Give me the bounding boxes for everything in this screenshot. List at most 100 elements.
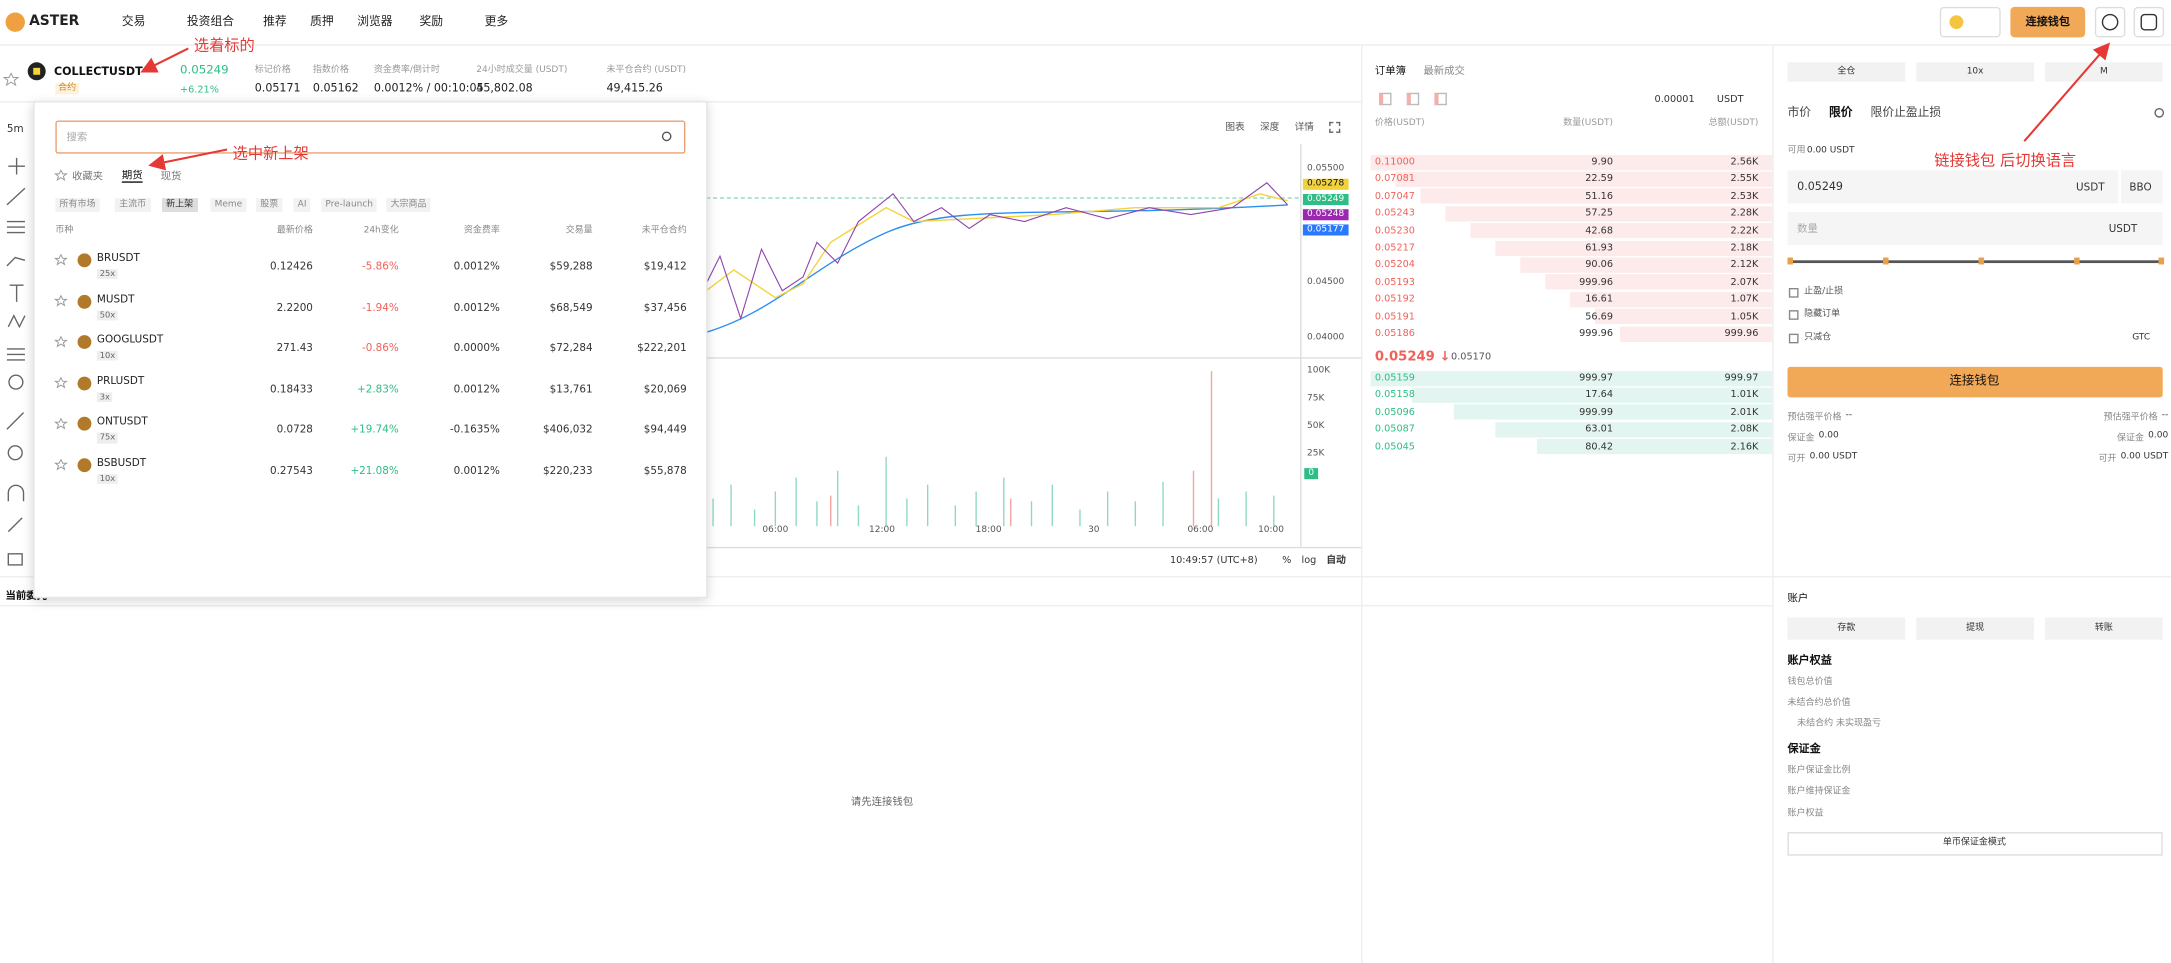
nav-item[interactable]: 浏览器 (357, 15, 393, 29)
divider (0, 605, 1773, 607)
chart-view[interactable]: 详情 (1294, 121, 1314, 133)
market-symbol[interactable]: PRLUSDT (96, 374, 145, 387)
account-button[interactable] (1787, 617, 1906, 640)
depth-bar (1619, 326, 1773, 342)
slider-track[interactable] (1787, 260, 2163, 263)
account-button-label[interactable]: 提现 (1966, 621, 1985, 633)
book-unit[interactable]: USDT (1716, 93, 1744, 105)
market-tab[interactable]: 期货 (121, 168, 143, 183)
last-price: 0.05249 (179, 63, 229, 78)
market-filter[interactable]: Pre-launch (321, 198, 378, 212)
market-price: 0.12426 (269, 259, 313, 273)
wallet-select[interactable] (1939, 6, 2001, 38)
account-button[interactable] (2045, 617, 2163, 640)
quantity-unit[interactable]: USDT (2108, 222, 2138, 235)
stat-label: 指数价格 (312, 63, 349, 75)
margin-button-label[interactable]: 10x (1966, 65, 1984, 77)
market-filter[interactable]: 主流币 (114, 198, 151, 212)
submit-label[interactable]: 连接钱包 (1949, 374, 2000, 389)
interval[interactable]: 5m (6, 122, 24, 135)
chart-option[interactable]: % (1282, 554, 1292, 567)
market-tab[interactable]: 现货 (160, 169, 182, 183)
submit-button[interactable] (1787, 366, 2163, 398)
bbo-button[interactable] (2118, 170, 2162, 204)
language-button[interactable] (2094, 6, 2126, 38)
market-funding: 0.0012% (453, 300, 500, 314)
connect-button[interactable] (2010, 6, 2086, 38)
market-symbol[interactable]: MUSDT (96, 292, 135, 305)
market-filter[interactable]: 所有市场 (55, 198, 100, 212)
order-type[interactable]: 市价 (1787, 106, 1812, 121)
time-axis-label: 06:00 (762, 523, 789, 535)
depth-bar (1570, 291, 1773, 307)
nav-item[interactable]: 更多 (484, 15, 509, 29)
book-view-icon[interactable] (1406, 92, 1420, 106)
account-button[interactable] (1916, 617, 2034, 640)
margin-button[interactable] (1916, 62, 2034, 82)
market-filter[interactable]: AI (293, 198, 311, 212)
nav-item[interactable]: 投资组合 (186, 15, 235, 29)
depth-bar (1453, 404, 1773, 420)
value: 0.00 USDT (2120, 449, 2169, 462)
book-tab[interactable]: 最新成交 (1423, 64, 1465, 77)
settings-button[interactable] (2133, 6, 2165, 38)
chart-view[interactable]: 图表 (1225, 121, 1245, 133)
symbol[interactable]: COLLECTUSDT (53, 65, 143, 78)
margin-button-label[interactable]: 全仓 (1837, 65, 1856, 77)
bbo-label[interactable]: BBO (2129, 180, 2152, 194)
time-in-force[interactable]: GTC (2132, 331, 2151, 343)
market-symbol[interactable]: BSBUSDT (96, 456, 147, 469)
market-symbol[interactable]: ONTUSDT (96, 415, 148, 428)
checkbox-label[interactable]: 止盈/止损 (1804, 285, 1844, 297)
account-button-label[interactable]: 存款 (1837, 621, 1856, 633)
checkbox-label[interactable]: 只减仓 (1804, 331, 1832, 343)
margin-button-label[interactable]: M (2099, 65, 2108, 77)
connect-button-label[interactable]: 连接钱包 (2025, 15, 2070, 28)
volume-axis-label: 25K (1307, 447, 1325, 459)
margin-mode-label[interactable]: 单币保证金模式 (1942, 836, 2006, 848)
market-symbol[interactable]: BRUSDT (96, 251, 140, 264)
market-filter[interactable]: 大宗商品 (386, 198, 431, 212)
market-price: 2.2200 (276, 300, 313, 314)
info-icon (2154, 107, 2165, 118)
bid-quantity: 999.99 (1579, 406, 1614, 418)
order-type[interactable]: 限价 (1829, 106, 1853, 121)
chart-option[interactable]: 自动 (1326, 554, 1346, 567)
nav-item[interactable]: 奖励 (419, 15, 444, 29)
ask-price: 0.11000 (1374, 156, 1415, 168)
checkbox[interactable] (1788, 309, 1799, 320)
market-symbol[interactable]: GOOGLUSDT (96, 333, 164, 346)
ask-total: 2.56K (1730, 156, 1759, 168)
nav-item[interactable]: 推荐 (263, 15, 287, 29)
market-filter[interactable]: 股票 (256, 198, 283, 212)
search-input[interactable] (55, 120, 686, 154)
available-value: 0.00 USDT (1806, 144, 1855, 156)
depth-bar (1595, 308, 1773, 325)
margin-button[interactable] (1787, 62, 1906, 82)
book-view-icon[interactable] (1379, 92, 1392, 106)
market-filter[interactable]: 新上架 (161, 198, 198, 212)
margin-mode-button[interactable] (1787, 832, 2163, 856)
chart-view[interactable]: 深度 (1259, 121, 1280, 133)
checkbox[interactable] (1788, 287, 1799, 297)
quantity-input[interactable] (1787, 211, 2163, 246)
stat-value: 0.0012% / 00:10:05 (373, 81, 484, 95)
fullscreen-icon[interactable] (1329, 121, 1341, 133)
book-tab[interactable]: 订单簿 (1374, 64, 1407, 77)
order-type[interactable]: 限价止盈止损 (1870, 106, 1942, 121)
market-filter[interactable]: Meme (210, 198, 247, 212)
section-title: 保证金 (1787, 742, 1821, 755)
nav-item[interactable]: 交易 (121, 15, 146, 29)
checkbox-label[interactable]: 隐藏订单 (1804, 307, 1841, 319)
market-tab[interactable]: 收藏夹 (71, 169, 104, 183)
chart-option[interactable]: log (1301, 554, 1317, 567)
bid-total: 2.16K (1730, 440, 1759, 452)
nav-item[interactable]: 质押 (310, 15, 334, 29)
checkbox[interactable] (1788, 332, 1799, 343)
price-input[interactable] (1787, 170, 2163, 204)
book-view-icon[interactable] (1434, 92, 1447, 106)
tick-size[interactable]: 0.00001 (1654, 93, 1695, 105)
account-button-label[interactable]: 转账 (2094, 621, 2113, 633)
price-axis-label: 0.04000 (1307, 331, 1345, 343)
ask-price: 0.05230 (1374, 224, 1415, 236)
